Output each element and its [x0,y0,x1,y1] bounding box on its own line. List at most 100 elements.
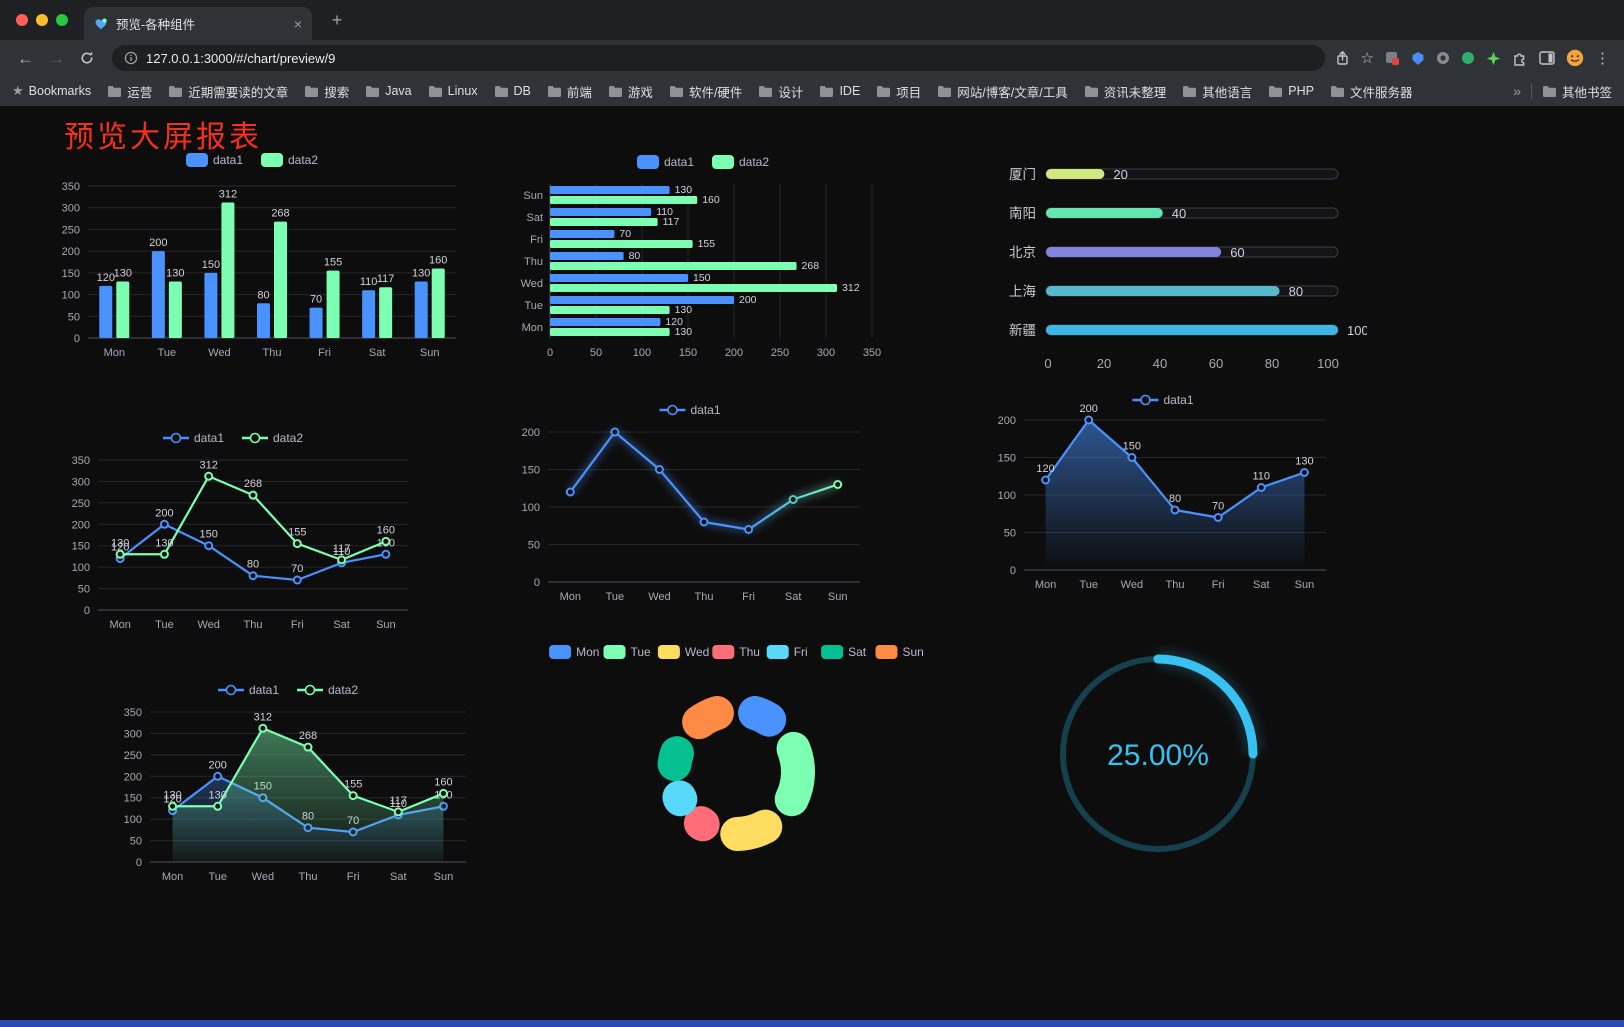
bookmark-folder-item[interactable]: Java [365,84,412,98]
new-tab-button[interactable]: + [331,10,343,30]
legend-item-data1[interactable]: data1 [163,431,224,445]
bookmark-folder-item[interactable]: 设计 [758,82,803,101]
bookmark-folder-item[interactable]: Linux [428,84,478,98]
svg-text:Thu: Thu [695,591,714,603]
extension-badge-icon[interactable] [1385,51,1400,66]
zoom-window-button[interactable] [56,14,68,26]
reload-button[interactable] [79,50,95,66]
side-panel-icon[interactable] [1539,51,1555,65]
bookmark-folder-item[interactable]: PHP [1268,84,1314,98]
svg-text:150: 150 [200,529,218,541]
bookmark-folder-item[interactable]: 网站/博客/文章/工具 [937,82,1068,101]
svg-text:155: 155 [288,527,306,539]
pie-slice-Fri[interactable] [662,780,698,817]
bookmark-folder-item[interactable]: 近期需要读的文章 [168,82,288,101]
extension-gray-icon[interactable] [1436,51,1450,65]
site-info-icon[interactable] [124,51,138,65]
svg-text:Mon: Mon [1035,579,1056,591]
address-bar[interactable]: 127.0.0.1:3000/#/chart/preview/9 [112,45,1325,71]
bookmark-star-icon[interactable]: ☆ [1360,49,1374,67]
extension-blue-icon[interactable] [1411,51,1425,66]
bookmark-folder-item[interactable]: 其他语言 [1182,82,1252,101]
legend-item-data1[interactable]: data1 [218,683,279,697]
series-data1[interactable] [565,426,843,534]
legend-item-Fri[interactable]: Fri [766,645,808,659]
legend-item-data2[interactable]: data2 [242,431,303,445]
svg-text:data2: data2 [328,683,358,697]
svg-text:130: 130 [209,789,227,801]
svg-text:130: 130 [155,537,173,549]
bookmark-folder-item[interactable]: DB [494,84,531,98]
legend-item-data1[interactable]: data1 [1132,393,1194,407]
legend-item-Mon[interactable]: Mon [549,645,599,659]
series-data2[interactable]: 130 130 312 268 155 117 160 [111,459,395,565]
extension-star-icon[interactable] [1486,51,1501,66]
bookmark-folder-item[interactable]: 软件/硬件 [669,82,742,101]
series-data2[interactable]: 130 130 312 268 155 117 160 [550,194,860,338]
legend-item-data2[interactable]: data2 [712,155,769,169]
series-data2[interactable]: 130 130 312 268 155 117 160 [163,711,453,862]
folder-icon [938,85,952,97]
extensions-puzzle-icon[interactable] [1512,50,1528,66]
svg-text:268: 268 [271,208,289,220]
menu-kebab-icon[interactable]: ⋮ [1595,49,1610,67]
bookmark-folder-item[interactable]: IDE [819,84,860,98]
svg-text:Wed: Wed [648,591,670,603]
svg-text:0: 0 [1044,356,1051,371]
svg-text:新疆: 新疆 [1009,323,1036,338]
bookmark-folder-item[interactable]: 文件服务器 [1330,82,1412,101]
window-controls [16,14,68,26]
bookmarks-star-item[interactable]: ★ Bookmarks [12,83,91,99]
legend-item-data2[interactable]: data2 [261,153,318,167]
progress-row-新疆[interactable]: 新疆 100 [1009,323,1367,338]
bookmark-folder-item[interactable]: 前端 [547,82,592,101]
folder-icon [305,85,319,97]
bookmark-folder-item[interactable]: 搜索 [304,82,349,101]
pie-slice-Wed[interactable] [720,809,783,851]
other-bookmarks-item[interactable]: 其他书签 [1542,82,1612,101]
legend-item-Sun[interactable]: Sun [875,645,924,659]
legend-item-Tue[interactable]: Tue [603,645,652,659]
progress-row-南阳[interactable]: 南阳 40 [1009,206,1339,221]
svg-text:Tue: Tue [631,645,652,659]
minimize-window-button[interactable] [36,14,48,26]
legend-item-data1[interactable]: data1 [186,153,243,167]
bookmark-folder-item[interactable]: 资讯未整理 [1084,82,1166,101]
progress-row-厦门[interactable]: 厦门 20 [1009,167,1339,182]
axes-grid: 0 50 100 150 200 250 300 350 [547,184,881,359]
svg-text:312: 312 [219,189,237,201]
bookmark-folder-item[interactable]: 游戏 [608,82,653,101]
bookmarks-overflow-chevron[interactable]: » [1513,83,1521,99]
legend-item-Sat[interactable]: Sat [821,645,867,659]
browser-tab[interactable]: 预览-各种组件 × [84,7,312,40]
series-data2[interactable]: 130 130 312 268 155 117 160 [114,189,448,338]
legend-item-data2[interactable]: data2 [297,683,358,697]
profile-avatar[interactable] [1566,49,1584,67]
share-icon[interactable] [1335,50,1350,66]
back-button[interactable]: ← [17,48,34,68]
svg-text:200: 200 [124,771,142,783]
pie-slice-Sat[interactable] [657,736,694,781]
extension-green-icon[interactable] [1461,51,1475,65]
svg-text:Fri: Fri [291,619,304,631]
legend-item-data1[interactable]: data1 [659,403,721,417]
pie-slice-Thu[interactable] [683,806,720,842]
pie-slice-Tue[interactable] [774,731,815,817]
url-text[interactable]: 127.0.0.1:3000/#/chart/preview/9 [146,50,336,66]
progress-row-上海[interactable]: 上海 80 [1009,284,1339,299]
close-window-button[interactable] [16,14,28,26]
chart-line-dual: data1 data2 0 50 100 150 200 250 300 350 Mon Tue Wed… [48,424,422,638]
progress-row-北京[interactable]: 北京 60 [1009,245,1339,260]
bookmark-folder-item[interactable]: 运营 [107,82,152,101]
pie-slice-Mon[interactable] [738,696,787,737]
bookmark-folder-item[interactable]: 项目 [876,82,921,101]
legend-item-Wed[interactable]: Wed [657,645,709,659]
pie-slice-Sun[interactable] [682,696,734,740]
legend-item-data1[interactable]: data1 [637,155,694,169]
forward-button[interactable]: → [48,48,65,68]
legend-item-Thu[interactable]: Thu [712,645,760,659]
tab-close-icon[interactable]: × [293,15,302,32]
